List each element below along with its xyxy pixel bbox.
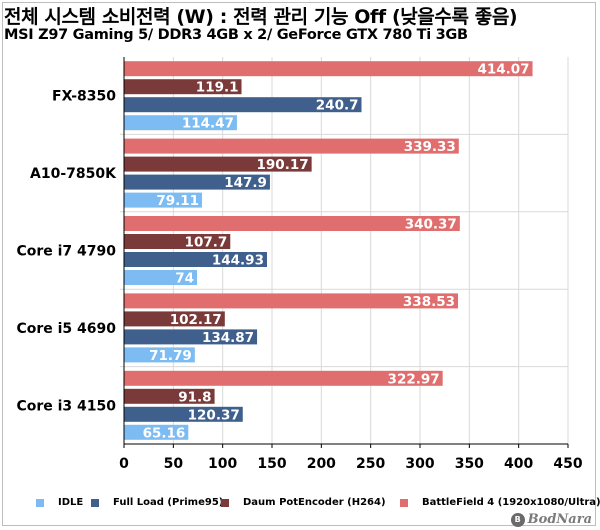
- watermark: B BodNara: [510, 512, 592, 527]
- bar: [124, 424, 189, 440]
- bar: [124, 311, 225, 327]
- legend-label: Full Load (Prime95): [113, 497, 224, 508]
- data-label: 134.87: [202, 330, 254, 346]
- bar: [124, 406, 243, 422]
- data-label: 120.37: [188, 407, 240, 423]
- bar: [124, 252, 267, 267]
- data-label: 119.1: [196, 80, 239, 96]
- legend-label: IDLE: [58, 497, 84, 508]
- x-tick-label: 350: [455, 456, 484, 472]
- data-label: 91.8: [178, 389, 211, 405]
- legend-item: BattleField 4 (1920x1080/Ultra): [400, 497, 600, 508]
- bodnara-logo-icon: B: [510, 512, 525, 527]
- legend-label: Daum PotEncoder (H264): [243, 497, 386, 508]
- data-label: 338.53: [403, 294, 455, 310]
- bar: [124, 192, 203, 208]
- legend-label: BattleField 4 (1920x1080/Ultra): [422, 497, 600, 508]
- bar: [124, 347, 195, 363]
- data-label: 65.16: [143, 425, 186, 441]
- bar: [124, 216, 460, 231]
- x-tick-label: 150: [257, 456, 286, 472]
- data-label: 107.7: [185, 235, 228, 251]
- bar: [124, 174, 270, 190]
- data-label: 190.17: [257, 157, 309, 173]
- category-label: Core i5 4690: [16, 321, 116, 337]
- data-label: 340.37: [405, 217, 457, 233]
- legend-item: Full Load (Prime95): [91, 497, 223, 508]
- data-label: 114.47: [182, 116, 234, 132]
- bar: [124, 293, 459, 309]
- legend-swatch: [400, 498, 408, 507]
- bar: [124, 234, 231, 249]
- x-tick-label: 300: [405, 456, 434, 472]
- legend-swatch: [36, 498, 44, 507]
- legend: IDLE Full Load (Prime95) Daum PotEncoder (…: [0, 497, 600, 511]
- chart-title: 전체 시스템 소비전력 (W) : 전력 관리 기능 Off (낮을수록 좋음): [4, 6, 518, 28]
- data-label: 144.93: [212, 253, 264, 269]
- category-label: Core i7 4790: [16, 244, 116, 260]
- data-label: 147.9: [224, 175, 267, 191]
- x-tick-label: 450: [553, 456, 582, 472]
- bar: [124, 79, 242, 95]
- bar: [124, 97, 362, 113]
- watermark-text: BodNara: [527, 512, 592, 527]
- legend-item: Daum PotEncoder (H264): [221, 497, 386, 508]
- data-label: 74: [175, 271, 194, 287]
- bar: [124, 156, 312, 172]
- x-tick-label: 250: [356, 456, 385, 472]
- chart-frame: [2, 2, 596, 526]
- data-label: 240.7: [316, 98, 359, 114]
- bar: [124, 138, 459, 154]
- data-label: 71.79: [149, 348, 192, 364]
- category-label: Core i3 4150: [16, 398, 116, 414]
- bar: [124, 388, 215, 404]
- bar: [124, 270, 198, 285]
- bar: [124, 115, 237, 131]
- legend-swatch: [91, 498, 99, 507]
- chart-subtitle: MSI Z97 Gaming 5/ DDR3 4GB x 2/ GeForce …: [4, 27, 468, 43]
- x-tick-label: 200: [307, 456, 336, 472]
- bar: [124, 329, 258, 345]
- data-label: 322.97: [388, 371, 440, 387]
- x-tick-label: 100: [208, 456, 237, 472]
- x-tick-label: 0: [119, 456, 129, 472]
- bar: [124, 370, 443, 386]
- legend-swatch: [221, 498, 229, 507]
- bar: [124, 61, 533, 77]
- legend-item: IDLE: [36, 497, 83, 508]
- category-label: A10-7850K: [30, 166, 117, 182]
- data-label: 339.33: [404, 139, 456, 155]
- x-tick-label: 50: [164, 456, 184, 472]
- data-label: 414.07: [477, 62, 529, 78]
- data-label: 102.17: [170, 312, 222, 328]
- category-label: FX-8350: [52, 89, 116, 105]
- x-tick-label: 400: [504, 456, 533, 472]
- data-label: 79.11: [156, 193, 199, 209]
